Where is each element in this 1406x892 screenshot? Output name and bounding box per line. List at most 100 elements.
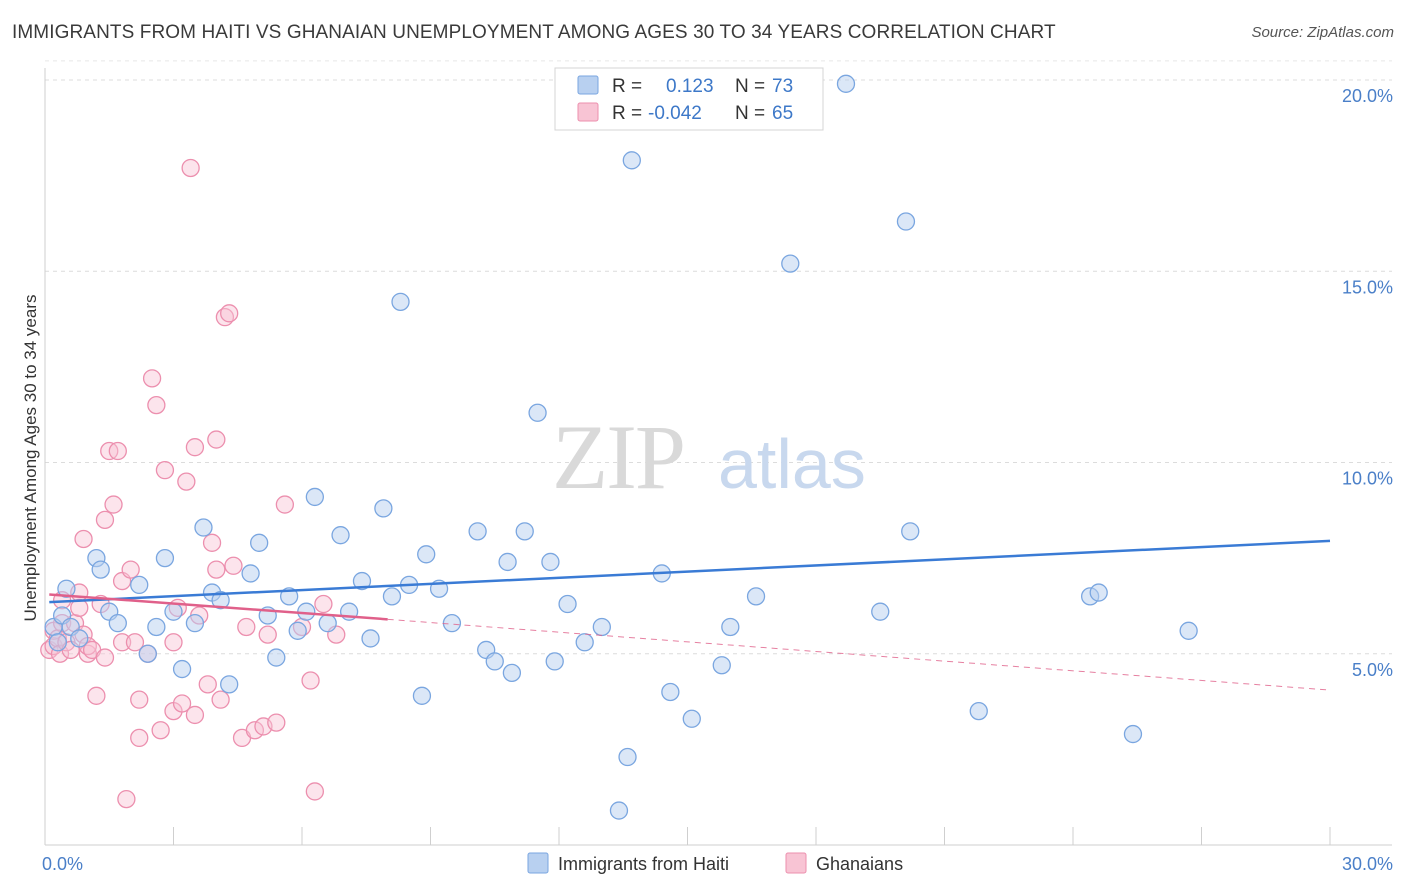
- correlation-legend: R = 0.123 N = 73 R = -0.042 N = 65: [554, 67, 824, 131]
- ghanaians-point: [112, 633, 132, 652]
- ghanaians-point: [95, 510, 115, 530]
- axes: [44, 68, 1392, 846]
- watermark-atlas: atlas: [718, 425, 866, 503]
- legend-n-value-2: 65: [772, 103, 793, 124]
- haiti-point: [57, 579, 76, 598]
- haiti-point: [1123, 724, 1143, 744]
- ghanaians-trend-line: [49, 593, 388, 621]
- ghanaians-trend-extension: [387, 618, 1331, 691]
- ghanaians-point: [74, 529, 93, 549]
- haiti-trend-line: [49, 539, 1331, 604]
- y-tick-label-5: 5.0%: [1352, 660, 1393, 680]
- x-tick-label-max: 30.0%: [1342, 854, 1393, 874]
- haiti-point: [661, 682, 680, 702]
- haiti-point: [896, 212, 916, 231]
- legend-swatch-haiti: [577, 75, 599, 95]
- chart-title: IMMIGRANTS FROM HAITI VS GHANAIAN UNEMPL…: [12, 22, 1056, 43]
- haiti-point: [267, 648, 286, 667]
- haiti-point: [871, 602, 890, 621]
- legend-r-label-1: R =: [612, 76, 642, 97]
- haiti-point: [781, 254, 800, 273]
- legend-n-value-1: 73: [772, 76, 793, 97]
- ghanaians-point: [70, 598, 89, 617]
- legend-r-value-2: -0.042: [648, 103, 702, 124]
- haiti-points: [44, 74, 1198, 820]
- haiti-point: [48, 633, 67, 652]
- x-tick-label-min: 0.0%: [42, 854, 83, 874]
- legend-r-label-2: R =: [612, 103, 642, 124]
- haiti-point: [468, 522, 487, 541]
- haiti-point: [746, 587, 766, 606]
- haiti-point: [575, 633, 594, 652]
- ghanaians-point: [220, 304, 239, 323]
- haiti-point: [901, 522, 920, 541]
- ghanaians-point: [108, 441, 127, 461]
- haiti-point: [442, 614, 462, 633]
- haiti-point: [382, 587, 402, 606]
- ghanaians-point: [185, 705, 205, 725]
- legend-n-label-2: N =: [735, 103, 765, 124]
- haiti-point: [712, 656, 731, 675]
- haiti-point: [417, 545, 436, 564]
- ghanaians-point: [185, 438, 205, 457]
- y-tick-label-15: 15.0%: [1342, 277, 1393, 297]
- source-credit: Source: ZipAtlas.com: [1251, 24, 1394, 41]
- haiti-point: [279, 587, 299, 606]
- haiti-point: [155, 548, 175, 568]
- haiti-point: [622, 151, 641, 170]
- ghanaians-point: [211, 690, 230, 709]
- haiti-point: [70, 629, 89, 648]
- haiti-point: [609, 801, 629, 820]
- haiti-point: [305, 487, 325, 507]
- ghanaians-point: [224, 556, 243, 575]
- haiti-point: [682, 709, 701, 728]
- y-axis-label: Unemployment Among Ages 30 to 34 years: [21, 295, 40, 622]
- ghanaians-point: [314, 594, 333, 614]
- haiti-point: [515, 522, 534, 541]
- haiti-point: [498, 552, 517, 572]
- haiti-point: [721, 617, 740, 637]
- ghanaians-point: [177, 472, 196, 491]
- grid: [45, 60, 1392, 655]
- y-tick-label-20: 20.0%: [1342, 86, 1393, 106]
- ghanaians-point: [202, 533, 222, 552]
- ghanaians-point: [130, 728, 149, 748]
- haiti-point: [391, 292, 410, 312]
- haiti-point: [502, 663, 522, 683]
- haiti-point: [147, 617, 166, 637]
- haiti-point: [541, 552, 560, 572]
- haiti-point: [352, 571, 372, 591]
- haiti-point: [558, 594, 577, 614]
- ghanaians-point: [275, 495, 295, 514]
- haiti-point: [969, 701, 988, 721]
- haiti-point: [164, 602, 183, 621]
- haiti-point: [138, 644, 157, 663]
- haiti-point: [318, 614, 337, 633]
- haiti-point: [241, 564, 260, 583]
- haiti-point: [211, 591, 230, 610]
- ghanaians-points: [40, 158, 346, 809]
- legend-swatch-bottom-ghanaians: [785, 852, 807, 874]
- y-tick-label-10: 10.0%: [1342, 469, 1393, 489]
- ghanaians-point: [301, 671, 320, 690]
- haiti-point: [836, 74, 856, 93]
- ghanaians-point: [87, 686, 106, 705]
- ghanaians-point: [95, 648, 115, 667]
- ghanaians-point: [207, 560, 226, 579]
- legend-box: [554, 67, 824, 131]
- ghanaians-point: [267, 713, 286, 732]
- haiti-point: [1179, 621, 1198, 640]
- ghanaians-point: [245, 721, 265, 740]
- haiti-point: [108, 614, 127, 633]
- trend-lines: [49, 539, 1331, 691]
- haiti-point: [361, 629, 380, 648]
- ghanaians-point: [207, 430, 226, 449]
- ghanaians-point: [147, 395, 166, 415]
- watermark-zip: ZIP: [552, 406, 684, 508]
- ghanaians-point: [181, 158, 200, 178]
- haiti-point: [172, 659, 192, 679]
- ghanaians-point: [142, 369, 162, 388]
- legend-label-haiti: Immigrants from Haiti: [558, 854, 729, 874]
- ghanaians-point: [237, 617, 256, 637]
- ghanaians-point: [305, 782, 325, 801]
